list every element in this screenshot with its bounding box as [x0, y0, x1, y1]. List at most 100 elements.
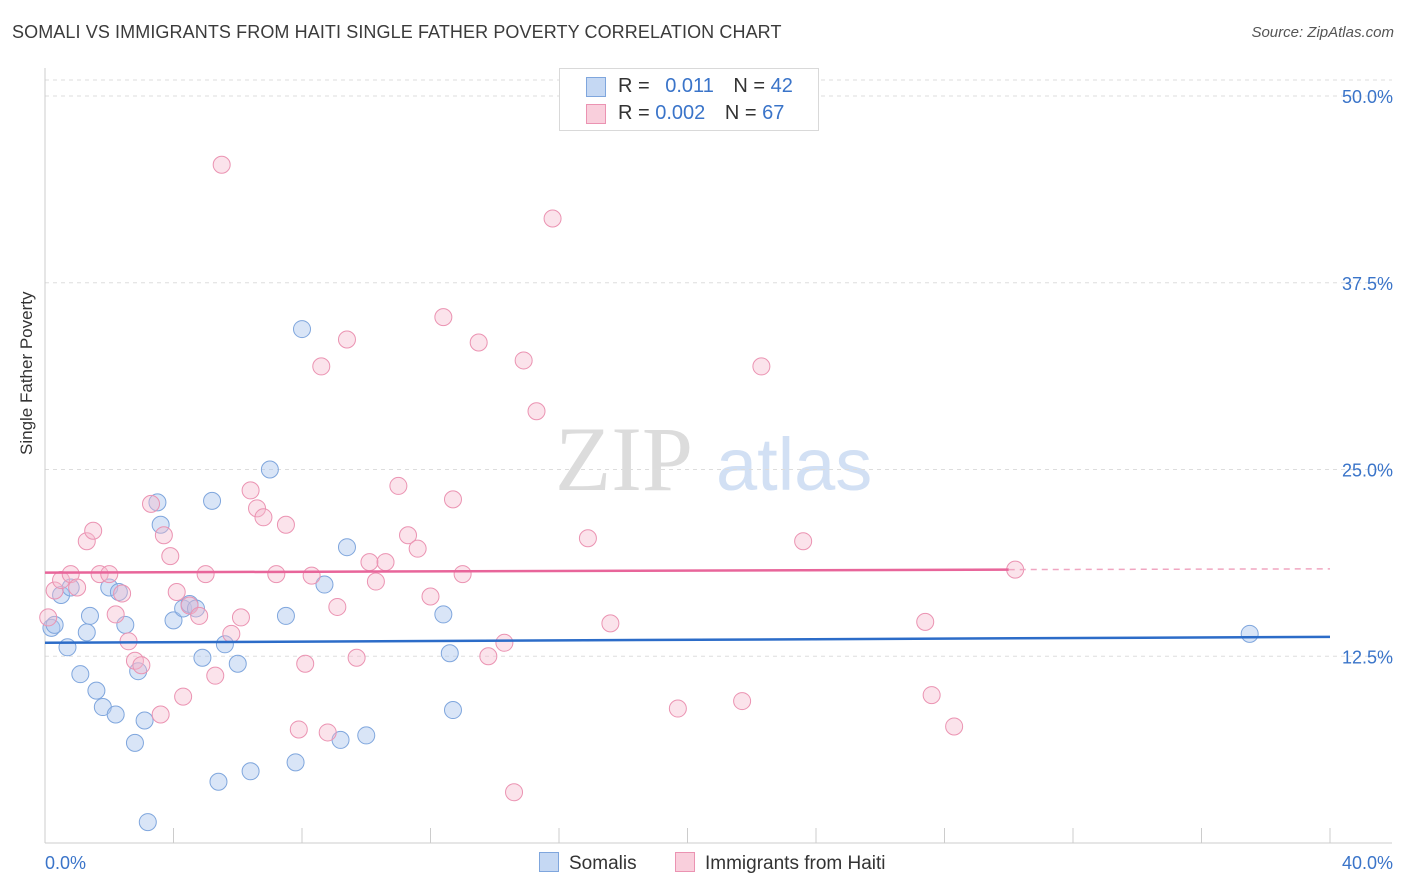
somalis-point	[260, 460, 279, 479]
haiti-point	[296, 654, 315, 673]
haiti-point	[916, 612, 935, 631]
haiti-point	[302, 566, 321, 585]
somalis-point	[77, 623, 96, 642]
haiti-point	[347, 648, 366, 667]
n-label: N =	[733, 75, 771, 97]
haiti-point	[77, 532, 96, 551]
haiti-point	[312, 357, 331, 376]
legend-row-haiti-text: R = 0.002 N = 67	[618, 102, 784, 125]
r-value: 0.002	[655, 102, 706, 124]
somalis-point	[203, 491, 222, 510]
somalis-point	[45, 615, 64, 634]
somalis-point	[337, 538, 356, 557]
haiti-legend-label: Immigrants from Haiti	[705, 853, 886, 874]
haiti-point	[174, 687, 193, 706]
haiti-point	[495, 633, 514, 652]
legend-row-somalis-text: R = 0.011 N = 42	[618, 75, 793, 98]
haiti-trend-extension	[1008, 568, 1331, 571]
haiti-point	[794, 532, 813, 551]
haiti-point	[68, 578, 87, 597]
haiti-point	[376, 553, 395, 572]
somalis-point	[164, 611, 183, 630]
somalis-swatch	[586, 77, 606, 97]
haiti-point	[318, 723, 337, 742]
haiti-point	[212, 155, 231, 174]
haiti-point	[276, 515, 295, 534]
haiti-point	[945, 717, 964, 736]
somalis-point	[193, 648, 212, 667]
haiti-point	[337, 330, 356, 349]
haiti-point	[196, 565, 215, 584]
haiti-point	[142, 494, 161, 513]
somalis-point	[42, 618, 61, 637]
haiti-point	[514, 351, 533, 370]
somalis-point	[80, 606, 99, 625]
haiti-point	[389, 476, 408, 495]
haiti-point	[479, 647, 498, 666]
somalis-point	[151, 515, 170, 534]
somalis-point	[129, 662, 148, 681]
haiti-point	[527, 402, 546, 421]
somalis-point	[148, 493, 167, 512]
n-label: N =	[724, 102, 763, 124]
chart-title: SOMALI VS IMMIGRANTS FROM HAITI SINGLE F…	[12, 22, 782, 42]
haiti-point	[453, 565, 472, 584]
somalis-point	[135, 711, 154, 730]
watermark-zip: ZIP	[555, 408, 693, 510]
somalis-point	[87, 681, 106, 700]
haiti-point	[241, 481, 260, 500]
haiti-point	[469, 333, 488, 352]
y-tick-label: 25.0%	[1342, 461, 1393, 481]
haiti-point	[167, 583, 186, 602]
legend-item-somalis: Somalis	[539, 852, 637, 875]
somalis-point	[443, 701, 462, 720]
haiti-point	[601, 614, 620, 633]
somalis-point	[286, 753, 305, 772]
somalis-point	[215, 635, 234, 654]
haiti-point	[100, 565, 119, 584]
somalis-point	[241, 762, 260, 781]
r-label: R =	[618, 102, 656, 124]
haiti-point	[231, 608, 250, 627]
r-value: 0.011	[665, 75, 714, 97]
somalis-point	[209, 772, 228, 791]
haiti-point	[106, 605, 125, 624]
haiti-legend-swatch	[675, 852, 695, 872]
x-tick-label: 40.0%	[1342, 853, 1393, 873]
n-value: 42	[770, 75, 793, 97]
somalis-point	[228, 654, 247, 673]
somalis-point	[293, 320, 311, 339]
r-label: R =	[618, 75, 656, 97]
haiti-point	[922, 686, 941, 705]
somalis-legend-label: Somalis	[569, 853, 637, 874]
haiti-point	[39, 608, 58, 627]
x-tick-label: 0.0%	[45, 853, 86, 873]
y-axis-label: Single Father Poverty	[17, 291, 36, 455]
haiti-point	[443, 490, 462, 509]
haiti-point	[752, 357, 771, 376]
somalis-point	[434, 605, 453, 624]
haiti-point	[190, 606, 209, 625]
haiti-point	[254, 508, 273, 527]
haiti-point	[206, 666, 225, 685]
somalis-trend-line	[44, 635, 1331, 645]
haiti-point	[151, 705, 170, 724]
haiti-point	[113, 584, 132, 603]
haiti-point	[360, 553, 379, 572]
haiti-point	[366, 572, 385, 591]
somalis-point	[440, 644, 459, 663]
legend-item-haiti: Immigrants from Haiti	[675, 852, 886, 875]
source-label: Source: ZipAtlas.com	[1251, 24, 1394, 41]
somalis-point	[276, 606, 295, 625]
haiti-point	[434, 308, 453, 327]
haiti-point	[543, 209, 562, 228]
somalis-point	[58, 638, 77, 657]
haiti-trend-line	[44, 568, 1009, 574]
haiti-point	[668, 699, 687, 718]
haiti-point	[421, 587, 440, 606]
haiti-point	[289, 720, 308, 739]
haiti-point	[399, 526, 418, 545]
haiti-point	[267, 565, 286, 584]
somalis-point	[357, 726, 376, 745]
